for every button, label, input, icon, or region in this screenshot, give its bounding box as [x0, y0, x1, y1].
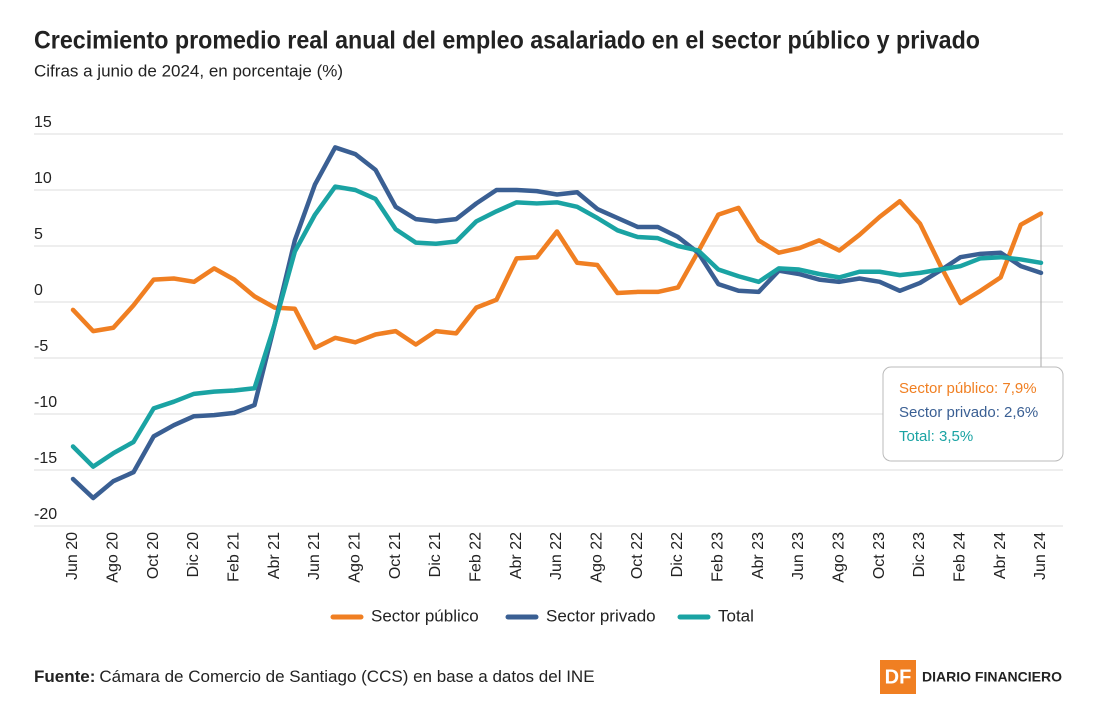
legend-label: Total — [718, 606, 754, 625]
y-tick-label: 10 — [34, 170, 52, 187]
y-tick-label: 15 — [34, 114, 52, 131]
source: Fuente: Cámara de Comercio de Santiago (C… — [34, 667, 595, 686]
x-tick-label: Jun 24 — [1032, 532, 1049, 580]
x-tick-label: Abr 21 — [266, 532, 283, 579]
series-line — [70, 145, 1044, 501]
x-tick-label: Jun 22 — [548, 532, 565, 580]
x-tick-label: Feb 22 — [468, 532, 485, 582]
x-tick-label: Jun 23 — [790, 532, 807, 580]
y-tick-label: 5 — [34, 226, 43, 243]
y-tick-label: -10 — [34, 394, 57, 411]
y-tick-label: 0 — [34, 282, 43, 299]
chart-subtitle: Cifras a junio de 2024, en porcentaje (%… — [34, 61, 343, 80]
legend-label: Sector público — [371, 606, 479, 625]
x-tick-label: Ago 22 — [589, 532, 606, 583]
chart-title: Crecimiento promedio real anual del empl… — [34, 27, 980, 55]
x-tick-label: Abr 24 — [992, 532, 1009, 579]
legend-label: Sector privado — [546, 606, 656, 625]
y-tick-label: -15 — [34, 450, 57, 467]
x-tick-label: Jun 20 — [64, 532, 81, 580]
logo-mark: DF — [885, 666, 912, 688]
x-tick-label: Jun 21 — [306, 532, 323, 580]
source-text: Cámara de Comercio de Santiago (CCS) en … — [99, 667, 594, 686]
y-tick-label: -5 — [34, 338, 48, 355]
y-tick-label: -20 — [34, 506, 57, 523]
x-tick-label: Oct 20 — [145, 532, 162, 579]
tooltip-box — [882, 366, 1064, 462]
logo-box — [880, 660, 916, 694]
tooltip-line: Total: 3,5% — [899, 428, 973, 445]
logo-text: DIARIO FINANCIERO — [922, 669, 1062, 685]
x-tick-label: Dic 21 — [427, 532, 444, 577]
x-tick-label: Ago 21 — [347, 532, 364, 583]
series-line — [70, 198, 1044, 351]
x-tick-label: Dic 20 — [185, 532, 202, 577]
x-tick-label: Feb 24 — [952, 532, 969, 582]
x-tick-label: Dic 22 — [669, 532, 686, 577]
x-tick-label: Dic 23 — [911, 532, 928, 577]
tooltip-line: Sector privado: 2,6% — [899, 404, 1038, 421]
x-tick-label: Feb 21 — [226, 532, 243, 582]
x-tick-label: Oct 21 — [387, 532, 404, 579]
x-tick-label: Feb 23 — [710, 532, 727, 582]
series-line — [70, 184, 1044, 469]
x-tick-label: Oct 23 — [871, 532, 888, 579]
x-tick-label: Ago 23 — [831, 532, 848, 583]
x-tick-label: Ago 20 — [105, 532, 122, 583]
x-tick-label: Abr 22 — [508, 532, 525, 579]
source-label: Fuente: — [34, 667, 95, 686]
x-tick-label: Oct 22 — [629, 532, 646, 579]
tooltip-line: Sector público: 7,9% — [899, 380, 1037, 397]
x-tick-label: Abr 23 — [750, 532, 767, 579]
